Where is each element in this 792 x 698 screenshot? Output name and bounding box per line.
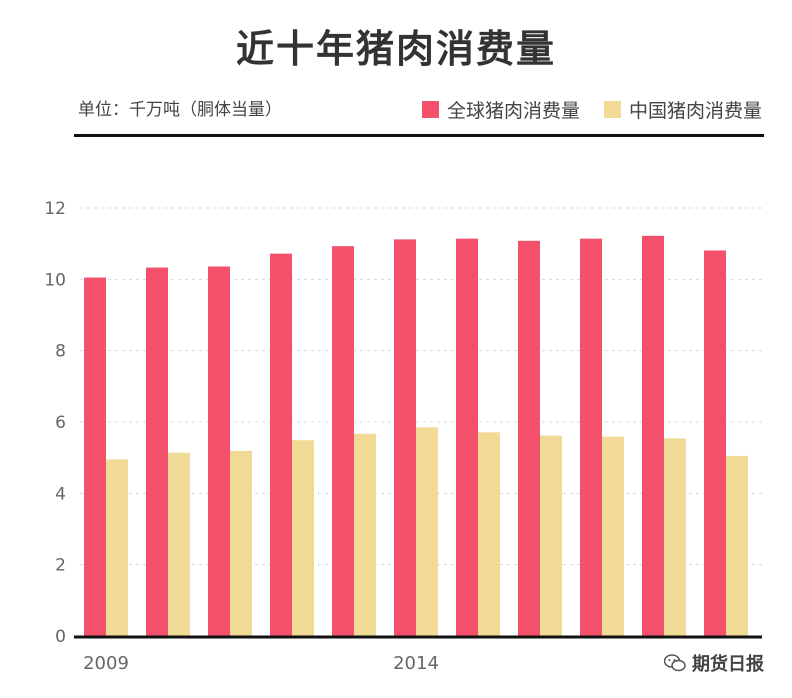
watermark: 期货日报 [664,650,764,676]
bar-china [540,435,562,636]
bar-china [354,433,376,636]
watermark-text: 期货日报 [692,654,764,675]
y-tick-label: 12 [44,199,66,219]
header-divider [74,134,764,137]
legend: 全球猪肉消费量 中国猪肉消费量 [421,96,762,123]
legend-label-global: 全球猪肉消费量 [446,100,580,122]
bar-global [270,253,292,637]
y-tick-label: 4 [55,484,66,504]
y-tick-label: 10 [44,270,66,290]
bar-china [230,450,252,636]
bar-china [664,438,686,636]
bar-china [106,459,128,636]
bar-global [642,235,664,636]
chart-title: 近十年猪肉消费量 [235,27,556,71]
bar-global [208,266,230,636]
y-tick-label: 8 [55,342,66,362]
bar-global [84,277,106,636]
bar-global [456,238,478,636]
legend-swatch-china [603,101,621,118]
bar-china [168,452,190,636]
bar-global [580,238,602,636]
bar-china [292,440,314,636]
bar-china [478,432,500,636]
legend-item-global: 全球猪肉消费量 [421,96,580,123]
unit-note: 单位：千万吨（胴体当量） [78,100,282,120]
x-tick-label: 2009 [83,653,129,674]
bar-global [704,250,726,636]
bar-global [332,246,354,636]
bar-china [726,455,748,636]
legend-swatch-global [421,101,439,118]
x-tick-label: 2014 [393,653,439,674]
legend-label-china: 中国猪肉消费量 [628,100,762,122]
bar-global [518,240,540,636]
legend-item-china: 中国猪肉消费量 [603,96,762,123]
bar-china [416,427,438,636]
bar-china [602,436,624,636]
y-tick-label: 2 [55,556,66,576]
wechat-icon [664,654,686,672]
bar-global [394,239,416,637]
y-tick-label: 0 [55,627,66,647]
y-tick-label: 6 [55,413,66,433]
bar-global [146,267,168,636]
